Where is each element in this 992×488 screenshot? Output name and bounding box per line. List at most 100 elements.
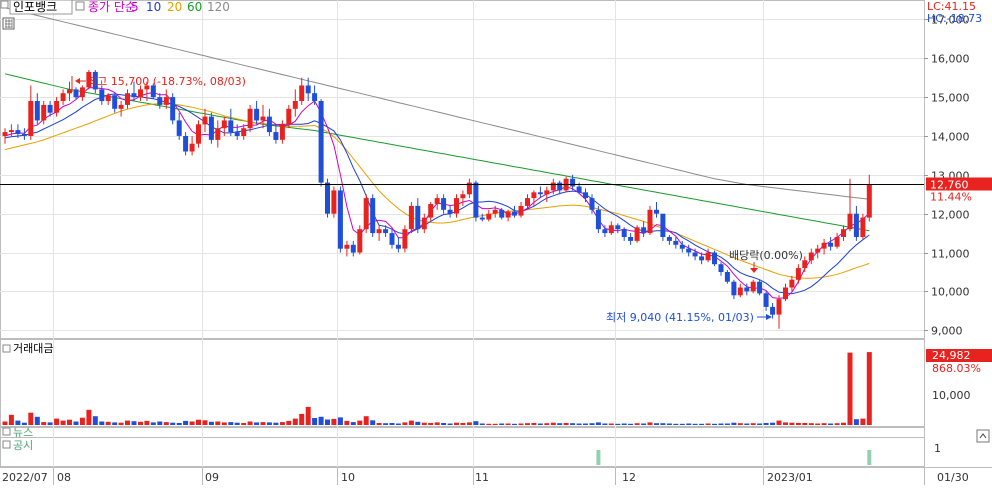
dividend-annotation-text: 배당락(0.00%) <box>729 249 803 262</box>
low-annotation: 최저 9,040 (41.15%, 01/03) <box>606 311 772 324</box>
high-arrow-icon <box>75 78 80 84</box>
candle-body <box>860 217 866 237</box>
candle-body <box>647 209 653 234</box>
price-tick-label: 12,000 <box>931 209 970 222</box>
volume-bar <box>673 423 679 425</box>
candle-body <box>2 132 8 136</box>
volume-bar <box>563 423 569 425</box>
legend-header: 인포뱅크 종가 단순 5 10 20 60 120 <box>0 0 230 30</box>
volume-bar <box>821 423 827 425</box>
date-label: 01/30 <box>937 471 969 484</box>
candle-body <box>602 229 608 234</box>
candle-body <box>866 184 872 218</box>
price-panel <box>0 0 925 339</box>
candle-body <box>537 192 543 195</box>
price-axis: 17,00016,00015,00014,00013,00012,00011,0… <box>924 14 970 338</box>
volume-bar <box>421 422 427 425</box>
candle-body <box>15 130 21 134</box>
volume-bar <box>834 423 840 425</box>
candle-body <box>99 89 105 102</box>
disclosure-marker <box>867 450 872 465</box>
price-tick-label: 16,000 <box>931 53 970 66</box>
volume-bar <box>15 420 21 425</box>
volume-bar <box>286 420 292 425</box>
candle-body <box>228 120 234 133</box>
volume-bar <box>770 422 776 425</box>
volume-bar <box>299 413 305 425</box>
candle-body <box>266 116 272 133</box>
volume-bar <box>608 423 614 425</box>
candle-body <box>673 240 679 245</box>
candle-body <box>408 205 414 230</box>
candle-body <box>686 248 692 253</box>
volume-bar <box>125 420 130 425</box>
volume-bar <box>228 422 234 425</box>
volume-bar <box>247 421 253 425</box>
candlestick-series[interactable] <box>2 69 872 329</box>
grid-settings-icon[interactable] <box>2 17 15 30</box>
volume-bar <box>525 423 530 425</box>
volume-bar <box>305 406 311 425</box>
volume-bar <box>763 423 769 425</box>
candle-body <box>621 229 627 237</box>
volume-bar <box>666 423 672 425</box>
volume-bar <box>724 423 730 425</box>
volume-bar <box>67 419 72 425</box>
candle-body <box>279 124 285 140</box>
ma-toggle-icon[interactable] <box>75 1 85 11</box>
volume-bar <box>28 412 34 425</box>
volume-bar <box>815 423 821 425</box>
candle-body <box>60 93 66 101</box>
ma60-legend: 60 <box>187 0 202 14</box>
hc-label: HC:-18.73 <box>927 12 982 25</box>
volume-bar <box>776 420 782 425</box>
candle-body <box>92 71 98 90</box>
volume-bar <box>279 422 285 425</box>
low-annotation-text: 최저 9,040 (41.15%, 01/03) <box>606 311 754 324</box>
volume-bar <box>841 422 846 425</box>
candle-body <box>292 101 298 109</box>
collapse-box-icon[interactable] <box>0 0 9 9</box>
dividend-arrow-icon <box>750 268 758 273</box>
volume-bar <box>241 423 247 425</box>
volume-bar <box>512 423 517 425</box>
volume-bar <box>583 423 588 425</box>
moving-average-lines <box>4 7 870 299</box>
volume-bar <box>189 421 195 425</box>
news-toggle-icon[interactable] <box>2 427 11 436</box>
stock-name: 인포뱅크 <box>13 0 57 14</box>
candle-body <box>583 192 588 199</box>
expand-panel-button[interactable] <box>976 429 990 443</box>
candle-body <box>815 248 821 253</box>
low-arrow-icon <box>766 314 772 320</box>
volume-bar <box>537 423 543 425</box>
candle-body <box>447 209 453 214</box>
disclosure-toggle-icon[interactable] <box>2 440 11 449</box>
candle-body <box>221 120 227 129</box>
date-label: 12 <box>622 471 636 484</box>
candle-body <box>189 143 195 152</box>
disclosure-markers[interactable] <box>596 450 872 465</box>
volume-bar <box>505 423 511 425</box>
volume-bar <box>363 416 369 425</box>
volume-bar <box>234 422 240 425</box>
stock-name-box[interactable] <box>9 0 73 15</box>
volume-bars[interactable] <box>2 352 872 425</box>
candle-body <box>512 211 517 216</box>
volume-bar <box>260 422 266 425</box>
candle-body <box>34 101 40 121</box>
ma60-line <box>4 73 870 232</box>
candle-body <box>254 108 260 121</box>
volume-bar <box>828 423 834 425</box>
candle-body <box>757 281 763 294</box>
volume-bar <box>92 416 98 425</box>
volume-bar <box>112 422 118 425</box>
candle-body <box>550 182 556 191</box>
volume-toggle-icon[interactable] <box>2 344 11 353</box>
volume-bar <box>466 422 472 425</box>
volume-last-change: 868.03% <box>932 362 981 375</box>
ma10-legend: 10 <box>146 0 161 14</box>
volume-bar <box>2 421 8 425</box>
candle-body <box>705 252 711 261</box>
